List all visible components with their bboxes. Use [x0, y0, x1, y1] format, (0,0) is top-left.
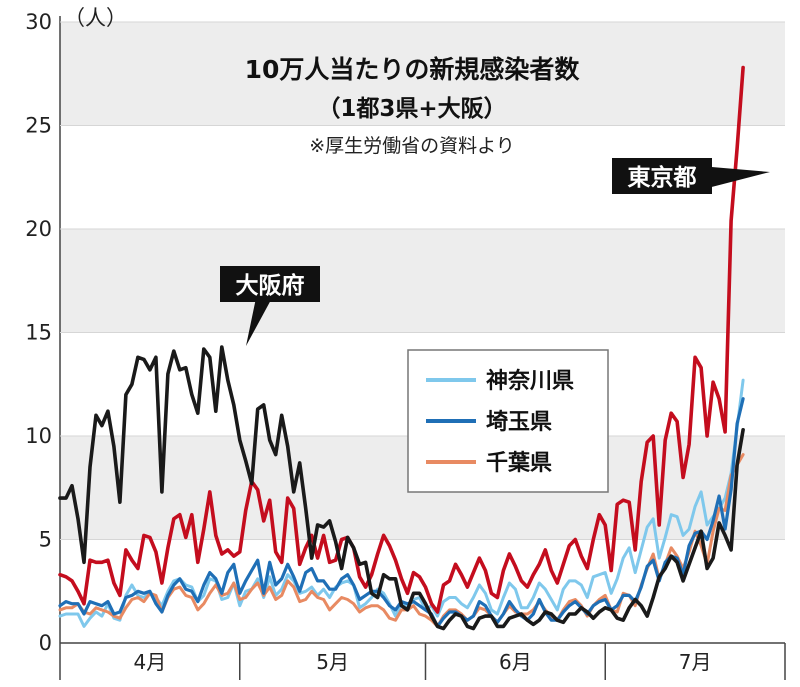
legend: 神奈川県 埼玉県 千葉県	[407, 349, 609, 493]
tokyo-callout-box	[612, 158, 712, 194]
annotation-osaka: 大阪府	[220, 266, 320, 346]
x-month-label: 7月	[679, 650, 712, 674]
y-tick-label: 20	[25, 217, 52, 241]
legend-label-kanagawa: 神奈川県	[486, 368, 574, 394]
annotation-tokyo: 東京都	[612, 158, 770, 194]
y-tick-label: 25	[25, 114, 52, 138]
legend-label-saitama: 埼玉県	[486, 410, 552, 435]
grid-band	[60, 229, 785, 333]
grid-band	[60, 22, 785, 126]
y-tick-label: 10	[25, 424, 52, 448]
legend-label-chiba: 千葉県	[486, 451, 552, 476]
tokyo-callout-label: 東京都	[628, 164, 697, 191]
series-lines	[58, 65, 745, 631]
y-tick-label: 15	[25, 321, 52, 345]
title-block: 10万人当たりの新規感染者数 （1都3県+大阪） ※厚生労働省の資料より	[245, 55, 581, 157]
x-month-label: 5月	[316, 650, 349, 674]
y-tick-label: 0	[39, 631, 52, 655]
osaka-callout-pointer	[246, 298, 272, 346]
chart-title: 10万人当たりの新規感染者数	[245, 55, 581, 84]
x-axis: 4月 5月 6月 7月	[59, 642, 786, 680]
x-month-label: 4月	[134, 650, 167, 674]
source-note: ※厚生労働省の資料より	[309, 135, 515, 157]
tokyo-callout-pointer	[700, 166, 770, 190]
chart-subtitle: （1都3県+大阪）	[317, 95, 506, 122]
series-line-東京都	[58, 65, 745, 614]
osaka-callout-box	[220, 266, 320, 302]
x-month-label: 6月	[499, 650, 532, 674]
y-unit-label: （人）	[64, 6, 127, 30]
y-tick-label: 5	[39, 528, 52, 552]
osaka-callout-label: 大阪府	[236, 272, 305, 299]
series-line-大阪府	[58, 345, 745, 631]
y-tick-label: 30	[25, 10, 52, 34]
